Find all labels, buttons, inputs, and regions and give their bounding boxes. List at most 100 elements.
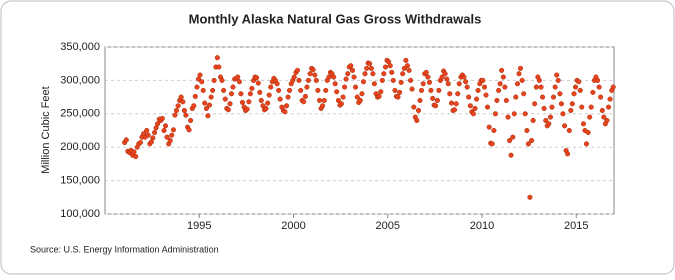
point	[519, 77, 525, 83]
point	[167, 137, 173, 144]
point	[214, 55, 220, 61]
point	[599, 107, 605, 114]
point	[368, 65, 374, 71]
point	[389, 69, 395, 75]
point	[496, 87, 502, 93]
point	[392, 87, 398, 93]
point	[382, 64, 389, 70]
point	[579, 104, 585, 110]
point	[186, 127, 192, 133]
point	[282, 109, 288, 115]
point	[425, 74, 431, 80]
point	[411, 104, 417, 110]
point	[338, 101, 344, 107]
point	[191, 103, 197, 109]
point	[357, 97, 363, 103]
point	[378, 89, 384, 95]
point	[522, 111, 528, 117]
point	[203, 105, 209, 112]
point	[285, 94, 291, 100]
point	[406, 67, 412, 73]
point	[335, 97, 341, 103]
point	[274, 81, 280, 87]
point	[601, 114, 607, 120]
point	[445, 81, 451, 87]
point	[194, 84, 200, 90]
point	[516, 71, 522, 77]
point	[172, 112, 178, 118]
point	[210, 87, 216, 93]
point	[527, 194, 533, 200]
point	[277, 96, 283, 102]
point	[395, 94, 401, 100]
point	[455, 91, 461, 97]
point	[310, 67, 316, 73]
point	[397, 89, 403, 95]
point	[370, 71, 376, 77]
chart-title: Monthly Alaska Natural Gas Gross Withdra…	[189, 11, 482, 26]
point	[560, 111, 566, 117]
point	[349, 67, 356, 73]
point	[161, 127, 167, 134]
point	[192, 93, 198, 99]
point	[206, 102, 212, 108]
point	[417, 97, 423, 103]
point	[398, 79, 404, 85]
point	[569, 101, 575, 107]
point	[568, 107, 574, 114]
point	[444, 76, 450, 82]
point	[562, 123, 568, 129]
point	[555, 77, 561, 83]
point	[197, 72, 203, 78]
point	[211, 77, 217, 83]
point	[577, 87, 583, 93]
point	[403, 57, 409, 63]
point	[505, 114, 511, 120]
point	[230, 84, 236, 90]
point	[483, 92, 489, 98]
point	[371, 81, 377, 87]
point	[529, 137, 535, 144]
point	[244, 106, 250, 112]
x-tick-label: 2015	[564, 220, 588, 232]
point	[588, 104, 594, 110]
point	[249, 85, 255, 91]
point	[227, 101, 233, 107]
point	[291, 74, 297, 80]
point	[354, 94, 360, 100]
point	[364, 65, 370, 71]
y-tick-label: 350,000	[60, 41, 100, 53]
point	[348, 63, 354, 69]
point	[342, 84, 348, 90]
point	[313, 77, 319, 83]
point	[409, 86, 415, 92]
point	[155, 121, 161, 127]
point	[307, 71, 313, 77]
point	[583, 141, 590, 147]
point	[420, 81, 426, 87]
point	[585, 129, 591, 136]
point	[268, 84, 274, 90]
point	[254, 75, 260, 81]
point	[492, 111, 498, 117]
point	[442, 71, 448, 77]
point	[598, 94, 604, 100]
point	[133, 154, 139, 160]
point	[343, 76, 349, 82]
point	[367, 61, 373, 67]
point	[430, 95, 436, 101]
point	[499, 67, 505, 73]
point	[572, 84, 579, 90]
point	[345, 71, 351, 77]
point	[565, 151, 571, 157]
point	[400, 71, 406, 77]
point	[200, 87, 206, 93]
y-tick-label: 300,000	[60, 74, 100, 86]
point	[502, 84, 508, 90]
point	[536, 77, 542, 83]
point	[219, 77, 225, 83]
point	[301, 99, 307, 105]
point	[180, 99, 186, 105]
point	[596, 84, 602, 90]
point	[426, 79, 432, 85]
